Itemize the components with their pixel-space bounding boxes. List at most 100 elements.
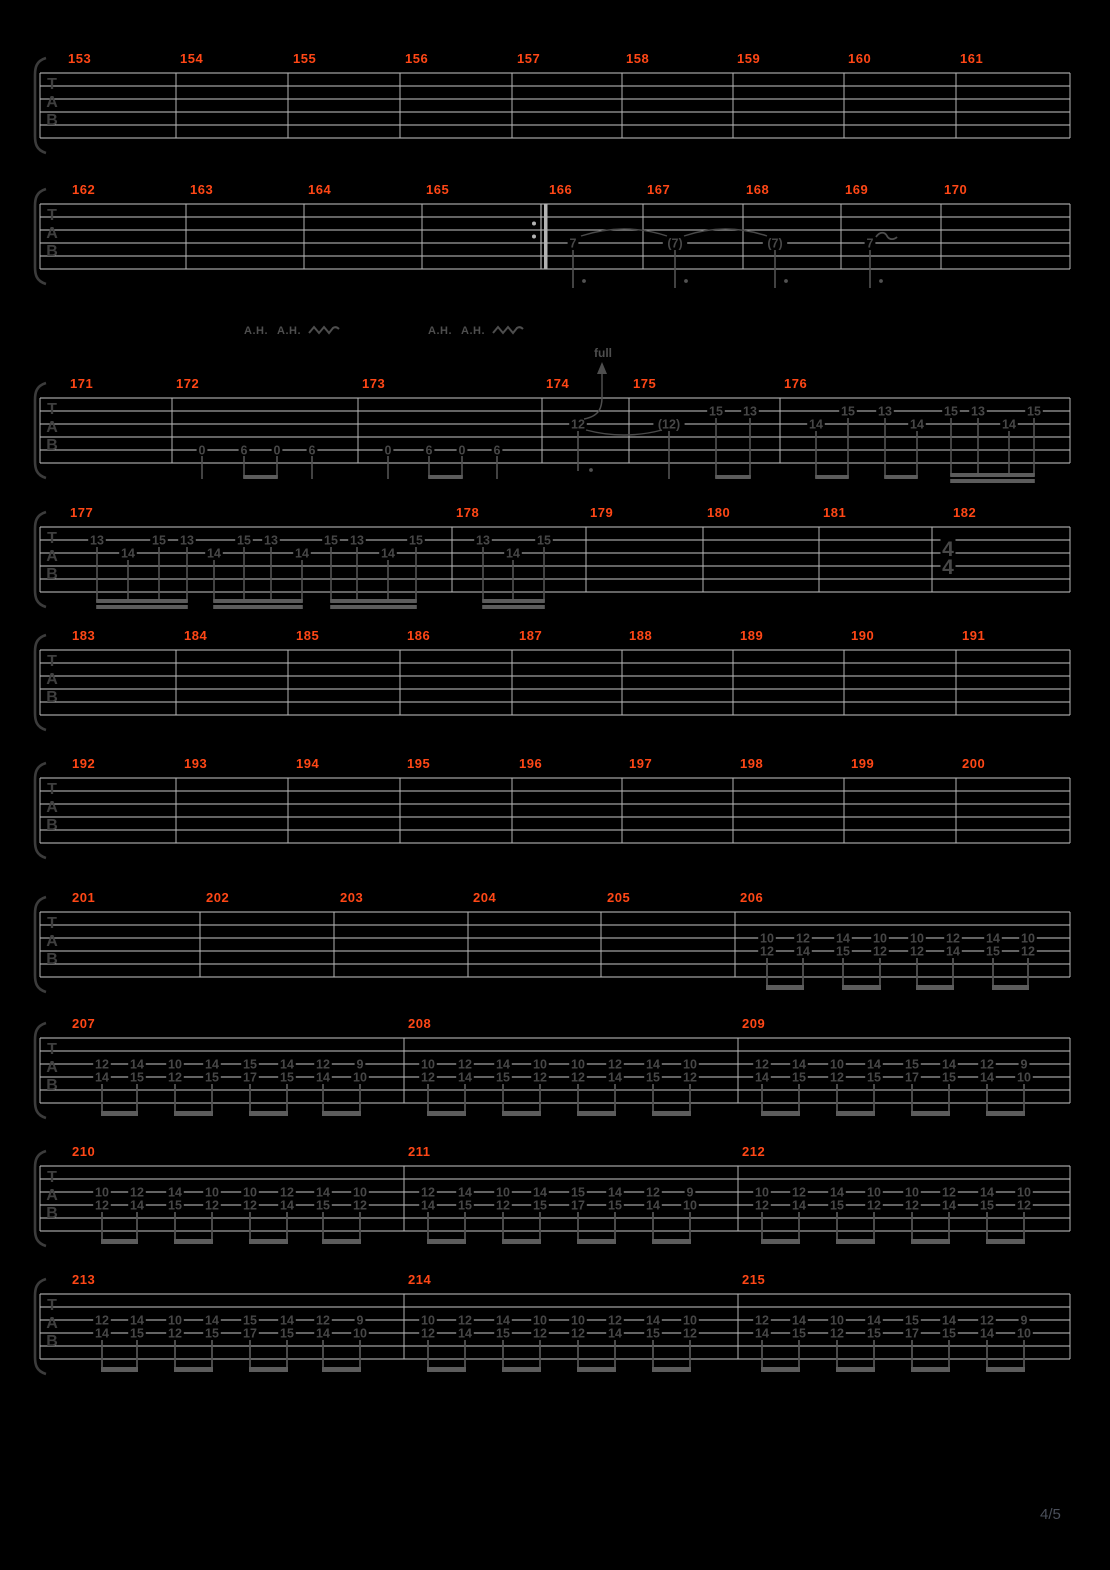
- fret-number: 15: [280, 1070, 294, 1084]
- fret-blank: [491, 444, 503, 456]
- fret-number: 0: [385, 443, 392, 457]
- fret-number: 14: [986, 931, 1000, 945]
- fret-blank: [419, 1058, 437, 1070]
- fret-blank: [314, 1314, 332, 1326]
- vibrato-icon: [308, 325, 340, 335]
- fret-blank: [828, 1058, 846, 1070]
- rhythm-dot: [879, 279, 883, 283]
- beam: [715, 475, 751, 479]
- fret-number: 14: [792, 1057, 806, 1071]
- fret-number: 14: [646, 1198, 660, 1212]
- fret-blank: [790, 1199, 808, 1211]
- beam: [652, 1239, 691, 1244]
- tab-clef: A: [46, 225, 58, 242]
- fret-number: 14: [836, 931, 850, 945]
- beam: [761, 1239, 800, 1244]
- fret-number: 12: [683, 1070, 697, 1084]
- fret-number: 14: [755, 1326, 769, 1340]
- fret-blank: [1015, 1327, 1033, 1339]
- beam: [213, 599, 303, 603]
- fret-number: 12: [168, 1326, 182, 1340]
- tab-clef: B: [46, 689, 58, 706]
- fret-blank: [128, 1314, 146, 1326]
- measure-number: 215: [742, 1272, 765, 1287]
- system-bracket: [33, 1149, 47, 1248]
- fret-blank: [203, 1199, 221, 1211]
- fret-blank: [1000, 418, 1018, 430]
- fret-number: 15: [944, 404, 958, 418]
- rhythm-dot: [684, 279, 688, 283]
- beam: [842, 985, 881, 990]
- fret-number: 14: [608, 1185, 622, 1199]
- measure-number: 171: [70, 376, 93, 391]
- fret-number: 14: [381, 546, 395, 560]
- fret-number: 10: [243, 1185, 257, 1199]
- fret-blank: [903, 1071, 921, 1083]
- beam: [243, 475, 278, 479]
- fret-blank: [828, 1314, 846, 1326]
- fret-blank: [205, 547, 223, 559]
- fret-number: 14: [95, 1326, 109, 1340]
- fret-blank: [758, 945, 776, 957]
- fret-number: 12: [95, 1198, 109, 1212]
- fret-number: 10: [683, 1313, 697, 1327]
- fret-blank: [865, 1071, 883, 1083]
- tab-clef: T: [47, 401, 57, 418]
- tab-clef: B: [46, 437, 58, 454]
- fret-number: 12: [905, 1198, 919, 1212]
- fret-blank: [1015, 1199, 1033, 1211]
- tab-clef: B: [46, 566, 58, 583]
- beam: [577, 1111, 616, 1116]
- tab-clef: B: [46, 112, 58, 129]
- measure-number: 190: [851, 628, 874, 643]
- beam: [330, 599, 417, 603]
- tab-clef: B: [46, 243, 58, 260]
- fret-number: 14: [506, 546, 520, 560]
- fret-blank: [419, 1199, 437, 1211]
- rhythm-dot: [582, 279, 586, 283]
- fret-blank: [203, 1186, 221, 1198]
- fret-blank: [322, 534, 340, 546]
- fret-number: 0: [274, 443, 281, 457]
- fret-number: 12: [130, 1185, 144, 1199]
- fret-blank: [834, 945, 852, 957]
- measure-number: 194: [296, 756, 319, 771]
- fret-blank: [940, 1199, 958, 1211]
- fret-number: 6: [241, 443, 248, 457]
- beam: [986, 1111, 1025, 1116]
- fret-number: 9: [357, 1057, 364, 1071]
- fret-number: 15: [1027, 404, 1041, 418]
- fret-blank: [871, 932, 889, 944]
- measure-number: 214: [408, 1272, 431, 1287]
- fret-number: 13: [90, 533, 104, 547]
- fret-blank: [790, 1327, 808, 1339]
- fret-blank: [531, 1071, 549, 1083]
- tab-clef: T: [47, 1169, 57, 1186]
- fret-number: 15: [905, 1313, 919, 1327]
- fret-blank: [93, 1199, 111, 1211]
- fret-number: 17: [905, 1070, 919, 1084]
- fret-number: 6: [426, 443, 433, 457]
- fret-blank: [348, 534, 366, 546]
- page-indicator: 4/5: [1040, 1506, 1061, 1523]
- fret-number: 12: [830, 1326, 844, 1340]
- measure-number: 197: [629, 756, 652, 771]
- fret-blank: [314, 1327, 332, 1339]
- fret-blank: [828, 1327, 846, 1339]
- fret-number: 12: [243, 1198, 257, 1212]
- tab-clef: A: [46, 94, 58, 111]
- fret-number: 10: [905, 1185, 919, 1199]
- fret-blank: [865, 1199, 883, 1211]
- fret-number: 12: [533, 1326, 547, 1340]
- fret-number: 14: [942, 1198, 956, 1212]
- measure-number: 182: [953, 505, 976, 520]
- fret-number: 14: [207, 546, 221, 560]
- fret-number: 10: [353, 1070, 367, 1084]
- fret-number: 14: [496, 1057, 510, 1071]
- beam: [482, 605, 545, 609]
- beam: [502, 1239, 541, 1244]
- fret-blank: [203, 1327, 221, 1339]
- fret-number: 14: [796, 944, 810, 958]
- measure-number: 201: [72, 890, 95, 905]
- beam: [322, 1239, 361, 1244]
